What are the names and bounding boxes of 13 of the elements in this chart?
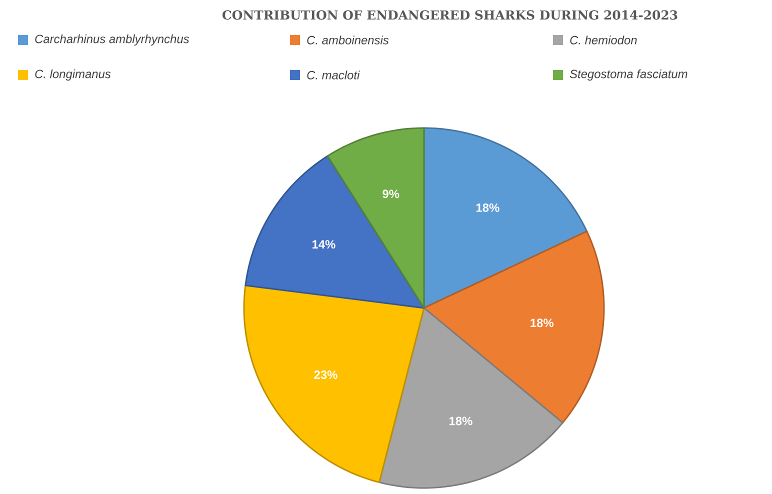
legend-label: C. macloti — [307, 70, 360, 80]
chart-title: CONTRIBUTION OF ENDANGERED SHARKS DURING 2014-2023 — [222, 10, 678, 20]
legend-label: Stegostoma fasciatum — [570, 69, 688, 81]
data-label: 14% — [312, 240, 336, 249]
legend-label: C. longimanus — [35, 69, 111, 81]
data-label: 18% — [450, 416, 472, 426]
data-label: 18% — [476, 203, 500, 212]
legend-label: Carcharhinus amblyrhynchus — [35, 34, 190, 46]
legend-label: C. amboinensis — [307, 36, 389, 44]
legend-label: C. hemiodon — [570, 36, 637, 44]
data-label: 9% — [382, 190, 400, 198]
data-label: 23% — [314, 370, 338, 380]
data-label: 18% — [530, 318, 554, 328]
